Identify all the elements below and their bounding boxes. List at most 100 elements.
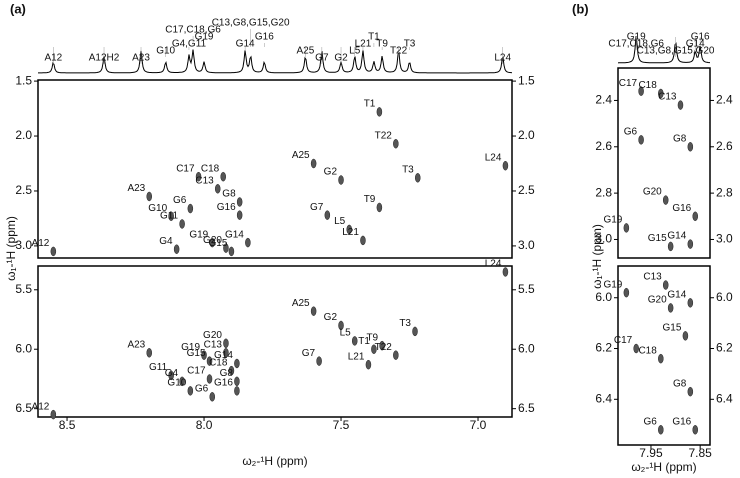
peak-label: G6 [173,195,187,206]
cross-peak [223,348,229,358]
peak-label: G11 [160,211,179,222]
peak-label: G6 [624,126,638,137]
peak-label: A25 [292,150,310,161]
cross-peak [50,246,57,257]
cross-peak [687,239,694,249]
cross-peak [310,306,317,316]
spectrum-label: G2 [334,53,348,64]
peak-label: L5 [334,216,346,227]
peak-label: G7 [310,202,324,213]
peak-label: C13 [204,339,223,350]
y-tick-label: 2.4 [595,93,612,107]
peak-label: C13 [643,272,662,283]
y-tick-label: 2.0 [15,128,32,142]
peak-label: G15 [187,348,206,359]
peak-label: G20 [643,187,662,198]
cross-peak [236,210,243,220]
spectrum-label: C17,C18,G6 [608,39,664,50]
cross-peak [692,425,698,435]
panel-label: (b) [572,1,589,16]
y-axis-label: ω₁-¹H (ppm) [590,224,604,289]
y-tick-label: 2.0 [518,128,535,142]
cross-peak [502,267,509,277]
cross-peak [692,211,698,222]
cross-peak [187,386,194,396]
spectrum-1d [38,49,513,74]
cross-peak [658,88,664,99]
cross-peak [214,184,221,194]
peak-label: L24 [485,259,502,270]
peak-label: T1 [358,336,370,347]
cross-peak [687,386,694,397]
cross-peak [234,358,240,369]
peak-label: G19 [603,279,622,290]
y-tick-label: 2.6 [595,139,612,153]
x-axis-label: ω₂-¹H (ppm) [242,454,307,468]
cross-peak [365,359,372,370]
cross-peak [228,365,235,376]
peak-label: G14 [214,350,233,361]
y-tick-label: 2.8 [595,185,612,199]
y-tick-label: 5.5 [15,282,32,296]
peak-label: G6 [643,416,657,427]
cross-peak [360,235,366,246]
cross-peak [662,280,669,290]
peak-label: G14 [667,231,686,242]
y-tick-label: 6.5 [518,401,535,415]
peak-label: A12 [32,238,50,249]
peak-label: T1 [364,99,376,110]
cross-peak [682,331,689,341]
peak-label: A12 [32,401,50,412]
cross-peak [220,171,226,182]
spectrum-label: G14 [236,39,255,50]
y-tick-label: 2.4 [716,93,733,107]
cross-peak [234,386,240,396]
cross-peak [662,195,669,205]
peak-label: G10 [167,377,186,388]
cross-peak [638,86,644,96]
cross-peak [687,298,694,308]
peak-label: C18 [638,80,657,91]
cross-peak [228,246,235,257]
cross-peak [223,338,229,349]
spectrum-label: A23 [132,53,150,64]
peak-label: A23 [127,183,145,194]
cross-peak [236,197,243,207]
peak-label: G19 [189,229,208,240]
peak-label: L21 [342,227,359,238]
cross-peak [623,287,630,298]
y-tick-label: 5.5 [518,282,535,296]
spectrum-label: T1 [368,32,380,43]
y-tick-label: 6.0 [716,290,733,304]
peak-label: T9 [364,194,376,205]
cross-peak [351,336,358,346]
cross-peak [677,100,684,110]
peak-label: C18 [638,345,657,356]
spectrum-label: L24 [494,53,511,64]
peak-label: G2 [324,312,338,323]
peak-label: G20 [203,235,222,246]
cross-peak [633,343,639,354]
peak-label: G20 [648,295,667,306]
peak-label: G4 [159,236,173,247]
cross-peak [206,374,213,384]
y-tick-label: 6.0 [518,341,535,355]
spectrum-label: G7 [315,53,329,64]
cross-peak [179,376,185,387]
y-tick-label: 2.5 [15,183,32,197]
peak-label: G19 [181,342,200,353]
peak-label: G15 [648,233,667,244]
peak-label: A23 [127,339,145,350]
peak-label: L5 [340,328,352,339]
y-tick-label: 1.5 [518,73,535,87]
cross-peak [412,326,418,337]
cross-peak [658,425,664,435]
y-tick-label: 6.5 [15,401,32,415]
x-tick-label: 7.95 [639,446,663,460]
spectrum-label: G16 [691,32,710,43]
peak-label: G20 [203,330,222,341]
cross-peak [346,224,353,235]
spectrum-label: L5 [349,46,361,57]
y-tick-label: 2.6 [716,139,733,153]
